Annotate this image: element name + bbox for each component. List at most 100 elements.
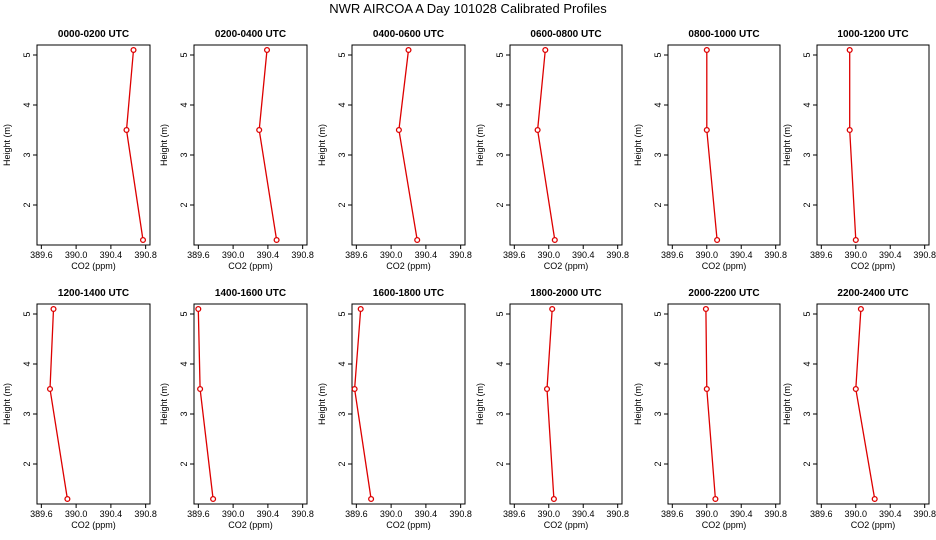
- data-point: [210, 495, 217, 503]
- y-tick-label: 5: [653, 52, 663, 57]
- series-line: [258, 49, 278, 241]
- panel-8: 1400-1600 UTC 389.6 390.0 390.4 390.8 2 3 4 5 CO2…: [159, 288, 314, 530]
- y-tick-label: 4: [802, 361, 812, 366]
- y-tick-label: 2: [179, 202, 189, 207]
- x-tick-label: 390.0: [65, 509, 88, 519]
- plot-frame: [193, 44, 308, 246]
- series-line: [398, 49, 418, 241]
- series-line: [705, 308, 717, 500]
- y-axis-label: Height (m): [475, 124, 485, 166]
- x-tick-label: 390.8: [606, 250, 629, 260]
- y-axis-label: Height (m): [159, 124, 169, 166]
- plot-frame: [509, 303, 623, 505]
- figure-title: NWR AIRCOA A Day 101028 Calibrated Profi…: [329, 1, 607, 16]
- y-tick-label: 5: [337, 311, 347, 316]
- data-point: [857, 305, 864, 313]
- panel-5: 0800-1000 UTC 389.6 390.0 390.4 390.8 2 3 4 5 CO2…: [633, 29, 787, 271]
- x-axis-label: CO2 (ppm): [386, 520, 431, 530]
- panel-title: 1000-1200 UTC: [837, 29, 908, 40]
- data-point: [852, 385, 859, 393]
- x-tick-label: 390.8: [449, 509, 472, 519]
- panel-title: 1200-1400 UTC: [58, 288, 129, 299]
- panels-grid: 0000-0200 UTC 389.6 390.0 390.4 390.8 2 3 4 5 CO2…: [2, 29, 936, 530]
- data-point: [414, 236, 421, 244]
- panel-9: 1600-1800 UTC 389.6 390.0 390.4 390.8 2 3 4 5 CO2…: [317, 288, 472, 530]
- data-point: [703, 46, 710, 54]
- data-point: [357, 305, 364, 313]
- x-tick-label: 390.4: [879, 509, 902, 519]
- y-tick-label: 2: [22, 202, 32, 207]
- y-tick-label: 5: [653, 311, 663, 316]
- x-tick-label: 390.0: [696, 509, 719, 519]
- panel-title: 0800-1000 UTC: [688, 29, 759, 40]
- x-tick-label: 389.6: [187, 250, 210, 260]
- y-tick-label: 2: [653, 461, 663, 466]
- data-point: [123, 126, 130, 134]
- panel-title: 1400-1600 UTC: [215, 288, 286, 299]
- y-tick-label: 3: [653, 152, 663, 157]
- x-tick-label: 390.0: [845, 509, 868, 519]
- x-axis-label: CO2 (ppm): [71, 520, 116, 530]
- panel-10: 1800-2000 UTC 389.6 390.0 390.4 390.8 2 3 4 5 CO2…: [475, 288, 629, 530]
- plot-frame: [351, 44, 466, 246]
- y-tick-label: 3: [653, 411, 663, 416]
- panel-title: 1800-2000 UTC: [530, 288, 601, 299]
- x-tick-label: 390.4: [257, 250, 280, 260]
- y-tick-label: 4: [337, 102, 347, 107]
- x-tick-label: 389.6: [187, 509, 210, 519]
- y-tick-label: 4: [22, 361, 32, 366]
- y-axis-label: Height (m): [475, 383, 485, 425]
- data-point: [542, 46, 549, 54]
- y-axis-label: Height (m): [633, 124, 643, 166]
- data-point: [550, 495, 557, 503]
- plot-frame: [193, 303, 308, 505]
- x-tick-label: 390.8: [134, 250, 157, 260]
- x-tick-label: 390.8: [913, 509, 936, 519]
- plot-frame: [667, 44, 781, 246]
- x-tick-label: 390.0: [380, 250, 403, 260]
- x-tick-label: 390.0: [696, 250, 719, 260]
- y-tick-label: 4: [22, 102, 32, 107]
- x-tick-label: 390.0: [538, 250, 561, 260]
- x-tick-label: 389.6: [810, 509, 833, 519]
- y-tick-label: 4: [802, 102, 812, 107]
- panel-6: 1000-1200 UTC 389.6 390.0 390.4 390.8 2 3 4 5 CO2…: [782, 29, 936, 271]
- data-point: [64, 495, 71, 503]
- x-tick-label: 389.6: [30, 250, 53, 260]
- data-point: [139, 236, 147, 244]
- data-point: [368, 495, 375, 503]
- data-point: [871, 495, 878, 503]
- data-point: [846, 46, 853, 54]
- x-tick-label: 390.8: [764, 509, 787, 519]
- y-tick-label: 3: [802, 152, 812, 157]
- data-point: [197, 385, 204, 393]
- y-tick-label: 3: [22, 152, 32, 157]
- x-tick-label: 390.0: [222, 509, 245, 519]
- series-line: [197, 308, 214, 500]
- y-tick-label: 5: [179, 52, 189, 57]
- x-axis-label: CO2 (ppm): [71, 261, 116, 271]
- y-tick-label: 4: [653, 102, 663, 107]
- y-tick-label: 2: [802, 461, 812, 466]
- data-point: [351, 385, 358, 393]
- x-tick-label: 389.6: [345, 250, 368, 260]
- panel-3: 0400-0600 UTC 389.6 390.0 390.4 390.8 2 3 4 5 CO2…: [317, 29, 472, 271]
- panel-11: 2000-2200 UTC 389.6 390.0 390.4 390.8 2 3 4 5 CO2…: [633, 288, 787, 530]
- y-tick-label: 3: [495, 411, 505, 416]
- plot-frame: [509, 44, 623, 246]
- y-tick-label: 5: [337, 52, 347, 57]
- y-tick-label: 2: [179, 461, 189, 466]
- y-tick-label: 5: [495, 52, 505, 57]
- x-axis-label: CO2 (ppm): [702, 520, 747, 530]
- data-point: [712, 495, 719, 503]
- panel-4: 0600-0800 UTC 389.6 390.0 390.4 390.8 2 3 4 5 CO2…: [475, 29, 629, 271]
- y-axis-label: Height (m): [633, 383, 643, 425]
- plot-frame: [36, 44, 151, 246]
- data-point: [703, 126, 710, 134]
- y-tick-label: 4: [179, 102, 189, 107]
- data-point: [395, 126, 402, 134]
- x-tick-label: 389.6: [503, 250, 526, 260]
- y-tick-label: 3: [337, 411, 347, 416]
- x-tick-label: 390.8: [134, 509, 157, 519]
- data-point: [46, 385, 54, 393]
